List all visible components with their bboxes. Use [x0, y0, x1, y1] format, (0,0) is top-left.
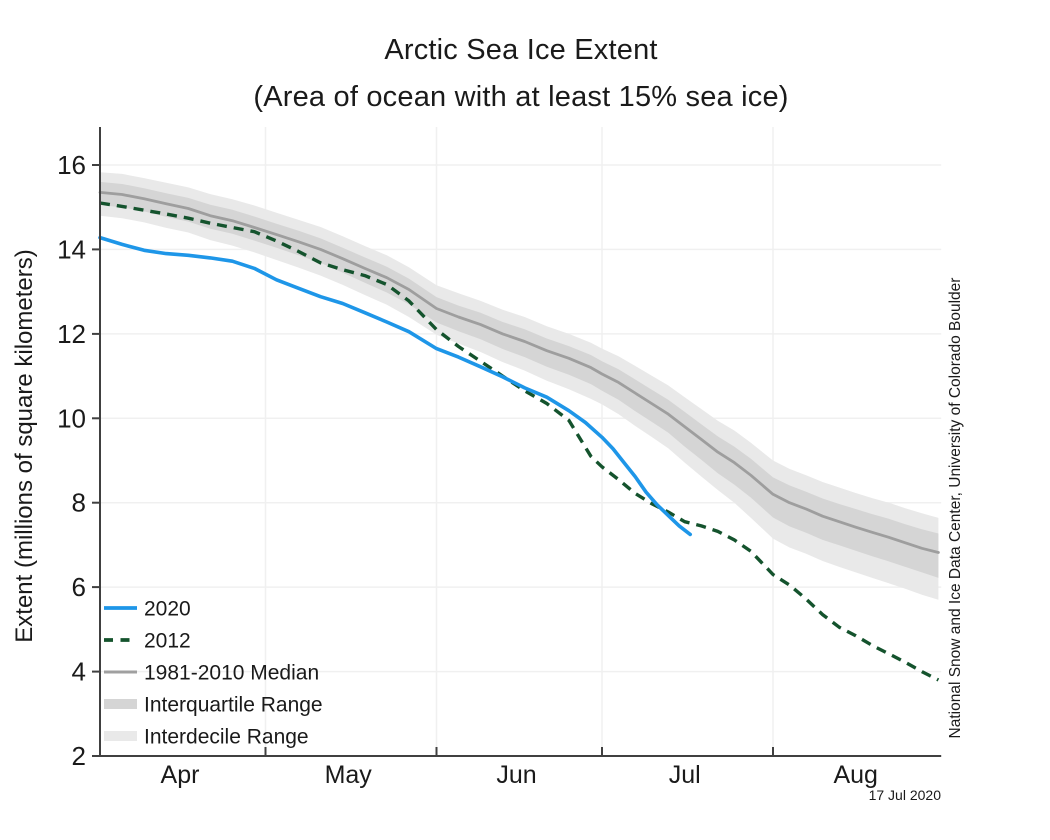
y-tick-label: 2: [72, 741, 86, 771]
y-tick-label: 16: [57, 150, 86, 180]
legend-label: 1981-2010 Median: [144, 662, 319, 685]
y-tick-label: 4: [72, 657, 86, 687]
chart-title: Arctic Sea Ice Extent: [384, 34, 658, 66]
y-axis-label: Extent (millions of square kilometers): [11, 249, 38, 643]
x-month-label: Jul: [669, 761, 701, 789]
x-month-label: Jun: [496, 761, 536, 789]
x-month-label: May: [325, 761, 373, 789]
interquartile-band: [100, 181, 939, 578]
legend-label: 2020: [144, 598, 191, 621]
legend-label: 2012: [144, 630, 191, 653]
credit-text: National Snow and Ice Data Center, Unive…: [947, 277, 964, 739]
legend-swatch: [104, 699, 137, 709]
legend-label: Interdecile Range: [144, 726, 309, 749]
y-tick-label: 6: [72, 572, 86, 602]
interdecile-band: [100, 172, 939, 600]
line-2012: [99, 201, 940, 682]
x-month-label: Apr: [161, 761, 200, 789]
y-tick-label: 14: [57, 234, 86, 264]
y-tick-label: 8: [72, 488, 86, 518]
line-2020: [98, 235, 693, 537]
y-tick-label: 12: [57, 319, 86, 349]
chart-subtitle: (Area of ocean with at least 15% sea ice…: [253, 81, 789, 113]
median-line: [98, 190, 940, 554]
y-tick-label: 10: [57, 403, 86, 433]
legend-swatch: [104, 731, 137, 741]
legend-label: Interquartile Range: [144, 694, 323, 717]
x-month-label: Aug: [833, 761, 877, 789]
date-stamp: 17 Jul 2020: [868, 787, 941, 803]
